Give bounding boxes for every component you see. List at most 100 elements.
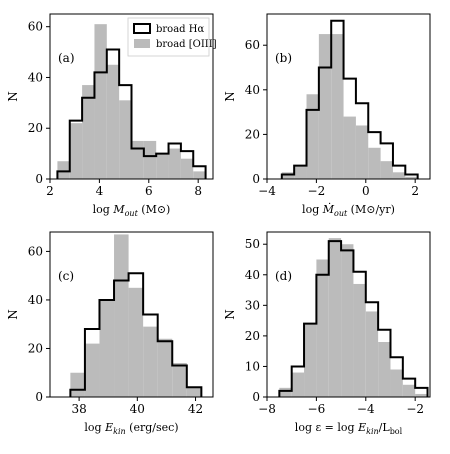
y-tick-label: 60 (28, 244, 43, 258)
y-axis-label: N (223, 91, 237, 102)
oiii-bar (119, 100, 132, 179)
y-tick-label: 0 (35, 172, 43, 186)
legend-halpha-swatch (133, 23, 151, 34)
oiii-bar (316, 259, 329, 397)
oiii-bar (70, 372, 85, 397)
oiii-bar (291, 372, 305, 397)
x-tick-label: 2 (411, 184, 419, 198)
oiii-bar (69, 123, 83, 179)
x-tick-label: −2 (308, 184, 326, 198)
x-tick-label: 0 (362, 184, 370, 198)
y-axis-label: N (6, 91, 20, 102)
axes-frame (266, 13, 431, 180)
y-tick-label: 60 (245, 38, 260, 52)
oiii-bar (353, 283, 366, 397)
x-tick-label: −4 (357, 402, 375, 416)
oiii-bar (392, 172, 406, 179)
oiii-bar (57, 161, 70, 179)
x-tick-label: 38 (71, 402, 86, 416)
oiii-bar (131, 140, 144, 179)
panel-label: (b) (275, 51, 292, 65)
oiii-bar (380, 161, 393, 179)
oiii-bar (281, 172, 295, 179)
axes-frame (49, 13, 214, 180)
oiii-bar (328, 238, 342, 397)
oiii-bar (378, 342, 391, 397)
x-axis-label: log ε = log Ekin/Lbol (295, 421, 403, 436)
panel-label: (d) (275, 269, 292, 283)
x-tick-label: 40 (130, 402, 145, 416)
y-tick-label: 20 (245, 127, 260, 141)
halpha-step-line (56, 48, 207, 179)
x-tick-label: −6 (308, 402, 326, 416)
x-tick-label: 8 (194, 184, 202, 198)
y-tick-label: 60 (28, 20, 43, 34)
oiii-bar (193, 171, 206, 179)
x-tick-label: 42 (188, 402, 203, 416)
y-tick-label: 0 (252, 172, 260, 186)
y-tick-label: 50 (245, 237, 260, 251)
x-tick-label: 4 (96, 184, 104, 198)
y-tick-label: 40 (28, 70, 43, 84)
oiii-bar (294, 165, 307, 179)
oiii-bar (368, 147, 381, 179)
oiii-bar (99, 299, 115, 397)
y-tick-label: 20 (28, 341, 43, 355)
oiii-bar (94, 24, 107, 180)
oiii-bar (168, 148, 181, 179)
y-tick-label: 40 (245, 83, 260, 97)
oiii-bar (343, 116, 356, 179)
x-axis-label: log Mout (M⊙) (93, 203, 171, 218)
halpha-step-line (278, 240, 429, 397)
halpha-step-line (280, 19, 419, 179)
y-tick-label: 0 (35, 390, 43, 404)
oiii-bar (341, 244, 354, 397)
y-tick-label: 40 (245, 268, 260, 282)
y-tick-label: 30 (245, 298, 260, 312)
oiii-bar (331, 34, 344, 179)
oiii-bar (318, 34, 332, 179)
x-tick-label: −2 (406, 402, 424, 416)
y-tick-label: 20 (28, 121, 43, 135)
y-axis-label: N (223, 309, 237, 320)
y-tick-label: 40 (28, 293, 43, 307)
legend-box (127, 17, 210, 57)
y-tick-label: 0 (252, 390, 260, 404)
oiii-bar (84, 343, 100, 397)
y-axis-label: N (6, 309, 20, 320)
x-tick-label: 6 (145, 184, 153, 198)
oiii-bar (365, 311, 379, 397)
legend-halpha-label: broad Hα (156, 24, 204, 35)
oiii-bar (279, 387, 292, 397)
panel-label: (a) (58, 51, 75, 65)
oiii-bar (390, 369, 403, 397)
legend-oiii-swatch (134, 39, 150, 48)
oiii-bar (306, 94, 319, 179)
x-axis-label: log Ekin (erg/sec) (84, 421, 178, 436)
legend-oiii-label: broad [OIII] (156, 39, 217, 50)
oiii-bar (143, 140, 157, 179)
oiii-bar (180, 158, 194, 179)
halpha-step-line (69, 272, 203, 397)
x-tick-label: 2 (46, 184, 54, 198)
y-tick-label: 20 (245, 329, 260, 343)
y-tick-label: 10 (245, 359, 260, 373)
x-tick-label: −8 (258, 402, 276, 416)
panel-label: (c) (58, 269, 74, 283)
oiii-bar (106, 64, 120, 179)
oiii-bar (402, 384, 416, 397)
oiii-bar (304, 323, 317, 397)
oiii-bar (128, 287, 144, 397)
oiii-bar (355, 125, 369, 179)
oiii-bar (186, 387, 202, 397)
x-tick-label: −4 (258, 184, 276, 198)
oiii-bar (114, 234, 129, 397)
oiii-bar (415, 393, 428, 397)
oiii-bar (172, 363, 187, 397)
